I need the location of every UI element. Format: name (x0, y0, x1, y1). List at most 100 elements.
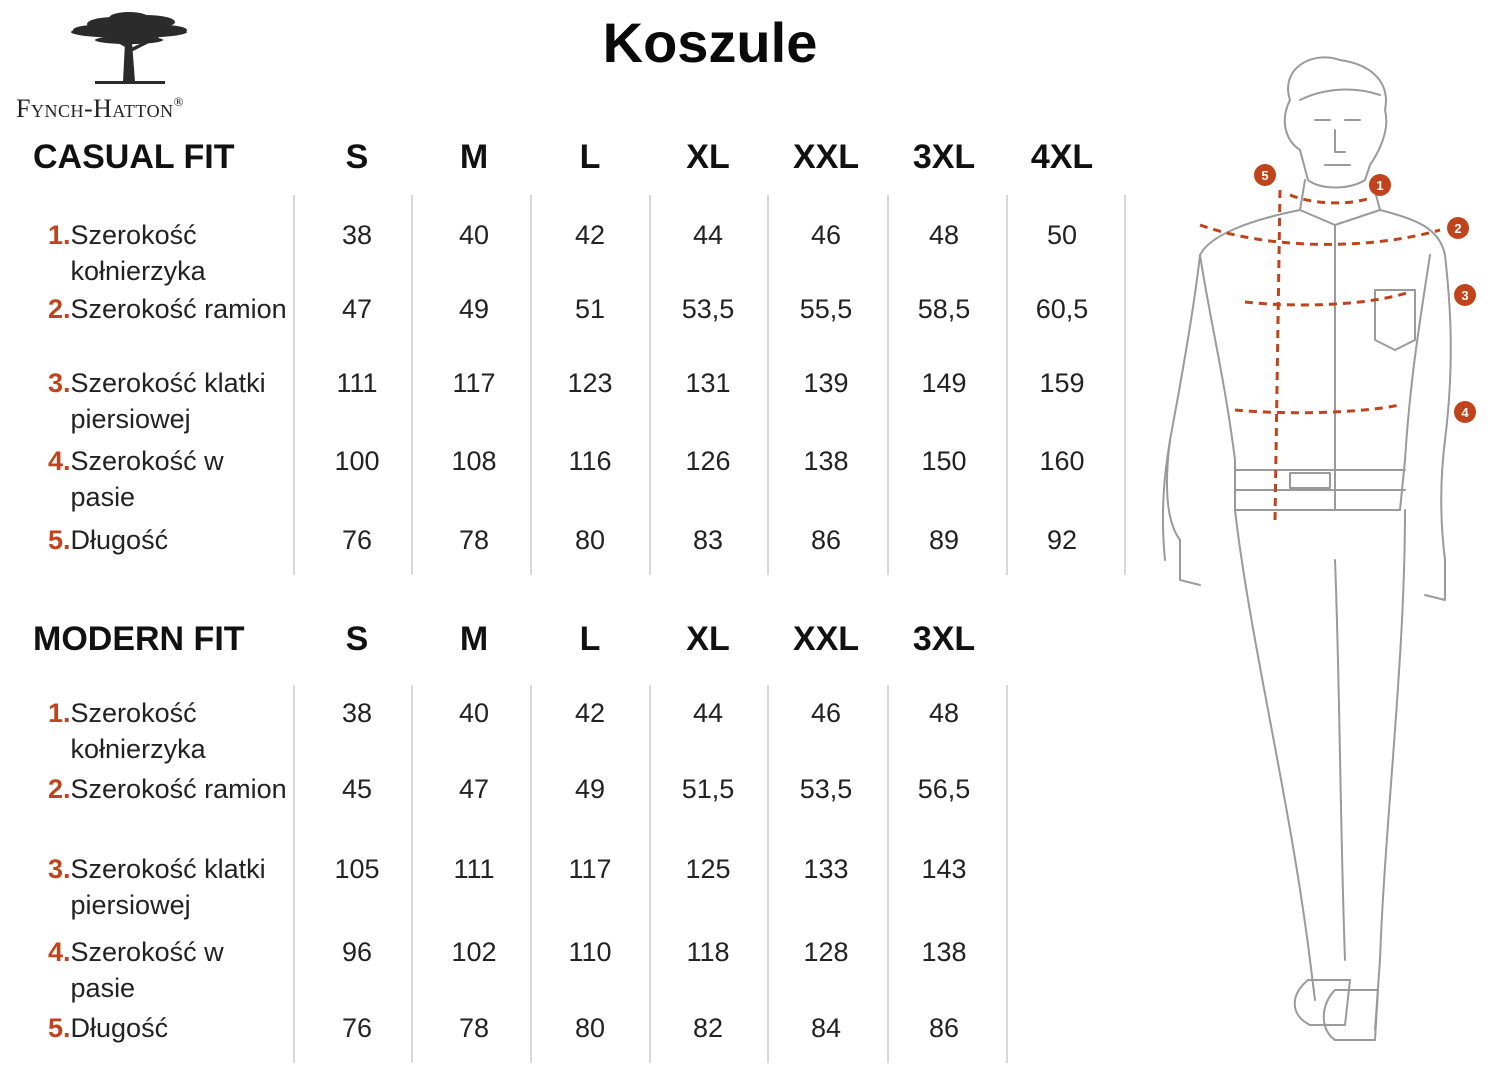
table-cell: 108 (451, 446, 497, 476)
size-header: XL (686, 620, 730, 658)
table-cell: 56,5 (917, 774, 971, 804)
table-cell: 49 (574, 774, 606, 804)
table-cell: 86 (810, 525, 842, 555)
measurement-label: 5.Długość (48, 1013, 169, 1043)
table-cell: 44 (692, 220, 724, 250)
column-divider (767, 685, 769, 1063)
size-header: XXL (792, 620, 860, 658)
marker-2: 2 (1454, 221, 1461, 236)
table-cell: 38 (341, 220, 373, 250)
table-cell: 51 (574, 294, 606, 324)
table-cell: 138 (803, 446, 849, 476)
table-cell: 46 (810, 220, 842, 250)
size-header: L (579, 620, 601, 658)
table-cell: 111 (453, 854, 495, 884)
table-cell: 138 (921, 937, 967, 967)
table-cell: 131 (685, 368, 731, 398)
table-cell: 42 (574, 220, 606, 250)
table-cell: 45 (341, 774, 373, 804)
table-cell: 58,5 (917, 294, 971, 324)
table-cell: 117 (452, 368, 496, 398)
column-divider (1124, 195, 1126, 575)
table-cell: 76 (341, 525, 373, 555)
column-divider (1006, 685, 1008, 1063)
column-divider (293, 685, 295, 1063)
table-cell: 102 (451, 937, 497, 967)
table-cell: 50 (1046, 220, 1078, 250)
table-cell: 110 (568, 937, 612, 967)
size-header: 4XL (1030, 138, 1094, 176)
column-divider (411, 195, 413, 575)
measurement-markers: 1 2 3 4 5 (1254, 164, 1476, 423)
column-divider (530, 685, 532, 1063)
marker-1: 1 (1376, 178, 1383, 193)
table-cell: 83 (692, 525, 724, 555)
fit-title: CASUAL FIT (33, 138, 235, 176)
table-cell: 82 (692, 1013, 724, 1043)
table-cell: 48 (928, 698, 960, 728)
table-cell: 118 (686, 937, 730, 967)
table-cell: 149 (921, 368, 967, 398)
fit-title: MODERN FIT (33, 620, 245, 658)
table-cell: 100 (334, 446, 380, 476)
table-cell: 139 (803, 368, 849, 398)
table-cell: 117 (568, 854, 612, 884)
table-cell: 48 (928, 220, 960, 250)
measurement-label: 5.Długość (48, 525, 169, 555)
table-cell: 123 (567, 368, 613, 398)
size-header: M (459, 138, 489, 176)
column-divider (887, 685, 889, 1063)
table-cell: 111 (336, 368, 378, 398)
table-cell: 80 (574, 1013, 606, 1043)
size-header: S (345, 138, 369, 176)
measurement-label: 4.Szerokość w pasie (48, 937, 224, 1003)
page-title: Koszule (602, 11, 818, 74)
shirt-model-illustration: 1 2 3 4 5 (1140, 40, 1500, 1085)
column-divider (293, 195, 295, 575)
table-cell: 55,5 (799, 294, 853, 324)
size-header: S (345, 620, 369, 658)
column-divider (649, 195, 651, 575)
marker-5: 5 (1261, 168, 1268, 183)
table-cell: 38 (341, 698, 373, 728)
table-cell: 76 (341, 1013, 373, 1043)
table-cell: 84 (810, 1013, 842, 1043)
size-header: XL (686, 138, 730, 176)
measurement-label: 2.Szerokość ramion (48, 294, 287, 324)
table-cell: 116 (568, 446, 612, 476)
table-cell: 51,5 (681, 774, 735, 804)
marker-4: 4 (1461, 405, 1469, 420)
column-divider (649, 685, 651, 1063)
measurement-label: 1.Szerokość kołnierzyka (48, 698, 206, 764)
size-header: L (579, 138, 601, 176)
size-header: XXL (792, 138, 860, 176)
table-cell: 126 (685, 446, 731, 476)
brand-name: Fynch-Hatton® (16, 94, 184, 123)
table-cell: 78 (458, 1013, 490, 1043)
table-cell: 42 (574, 698, 606, 728)
measurement-label: 1.Szerokość kołnierzyka (48, 220, 206, 286)
table-cell: 78 (458, 525, 490, 555)
table-cell: 86 (928, 1013, 960, 1043)
table-cell: 105 (334, 854, 380, 884)
table-cell: 133 (803, 854, 849, 884)
table-cell: 92 (1046, 525, 1078, 555)
size-header: 3XL (912, 138, 976, 176)
table-cell: 60,5 (1035, 294, 1089, 324)
size-header: 3XL (912, 620, 976, 658)
table-cell: 53,5 (799, 774, 853, 804)
brand-logo: Fynch-Hatton® (10, 8, 250, 126)
table-cell: 96 (341, 937, 373, 967)
table-cell: 150 (921, 446, 967, 476)
column-divider (887, 195, 889, 575)
measurement-label: 2.Szerokość ramion (48, 774, 287, 804)
table-cell: 80 (574, 525, 606, 555)
table-cell: 40 (458, 698, 490, 728)
table-cell: 40 (458, 220, 490, 250)
table-cell: 49 (458, 294, 490, 324)
measurement-label: 3.Szerokość klatki piersiowej (48, 368, 266, 434)
column-divider (1006, 195, 1008, 575)
marker-3: 3 (1461, 288, 1468, 303)
size-header: M (459, 620, 489, 658)
table-cell: 125 (685, 854, 731, 884)
